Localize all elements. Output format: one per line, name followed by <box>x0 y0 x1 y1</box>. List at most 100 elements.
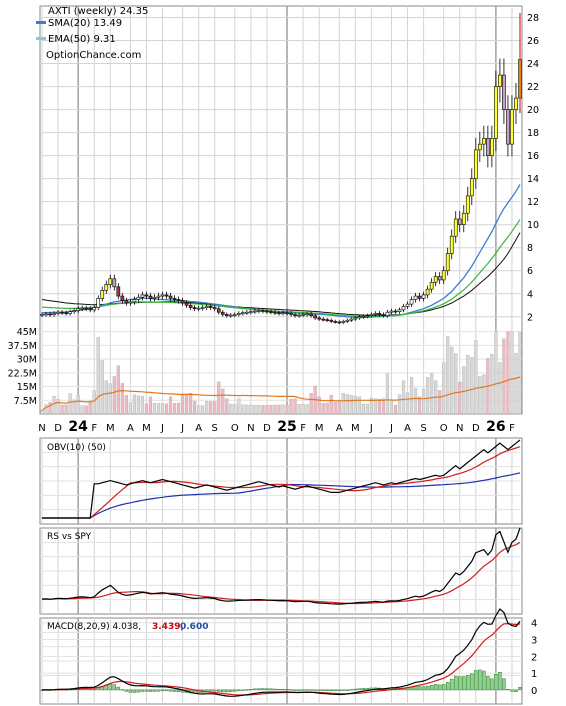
macd-histogram-bar <box>208 689 213 692</box>
obv-short-line <box>42 446 521 519</box>
macd-histogram-bar <box>132 689 137 693</box>
macd-histogram-bar <box>321 689 325 691</box>
volume-bar <box>514 353 518 415</box>
volume-bar <box>172 403 177 415</box>
x-tick-label: 24 <box>68 419 88 435</box>
candle-body <box>502 74 506 110</box>
volume-bar <box>289 399 293 415</box>
volume-bar <box>84 405 88 415</box>
candle-body <box>152 296 157 299</box>
price-tick-label: 10 <box>527 220 539 231</box>
volume-bar <box>373 398 377 415</box>
volume-bar <box>474 340 478 415</box>
volume-bar <box>205 400 209 415</box>
candle-body <box>224 314 229 316</box>
candle-body <box>52 313 56 316</box>
volume-bar <box>261 405 265 415</box>
volume-bar <box>40 410 44 415</box>
macd-histogram-bar <box>289 689 293 691</box>
candle-body <box>92 307 97 311</box>
candle-body <box>313 315 317 319</box>
macd-histogram-bar <box>229 689 233 692</box>
source-label: OptionChance.com <box>46 50 141 61</box>
macd-histogram-bar <box>172 689 177 692</box>
volume-tick-label: 22.5M <box>8 368 37 379</box>
macd-histogram-bar <box>433 684 438 691</box>
macd-histogram-bar <box>329 689 333 692</box>
macd-histogram-bar <box>466 675 470 691</box>
candle-body <box>490 138 494 156</box>
obv-line <box>42 439 521 519</box>
volume-bar <box>124 395 128 415</box>
macd-tick-label: 2 <box>531 652 537 663</box>
candle-body <box>269 311 273 313</box>
candle-body <box>329 319 334 322</box>
volume-bar <box>426 377 430 415</box>
x-tick-label: F <box>509 423 515 434</box>
price-tick-label: 14 <box>527 174 539 185</box>
candle-body <box>365 315 370 317</box>
macd-histogram-bar <box>514 689 518 692</box>
macd-panel: 0 1 2 3 4 <box>39 608 537 705</box>
volume-bar <box>393 405 398 415</box>
candle-body <box>241 312 245 315</box>
x-tick-label: J <box>160 423 164 434</box>
candle-body <box>361 315 366 318</box>
ema-legend-label: EMA(50) 9.31 <box>48 34 116 45</box>
volume-bar <box>156 403 161 415</box>
candle-body <box>473 149 478 179</box>
volume-bar <box>397 394 402 415</box>
candle-body <box>120 295 125 301</box>
macd-histogram-bar <box>357 688 362 691</box>
x-tick-label: D <box>472 423 480 434</box>
candle-body <box>261 310 265 312</box>
volume-bar <box>213 400 217 415</box>
x-tick-label: N <box>456 423 463 434</box>
volume-bar <box>132 394 136 415</box>
price-frame <box>39 5 523 415</box>
macd-histogram-bar <box>120 689 125 691</box>
macd-histogram-bar <box>277 689 281 691</box>
candle-body <box>301 314 305 316</box>
candle-body <box>172 298 177 300</box>
candle-body <box>64 312 68 315</box>
candle-body <box>457 218 462 226</box>
candle-body <box>381 314 386 316</box>
volume-bar <box>197 405 201 415</box>
volume-bar <box>413 388 418 415</box>
macd-histogram-bar <box>365 687 370 691</box>
candle-body <box>405 303 410 307</box>
volume-bar <box>164 403 169 415</box>
volume-bar <box>52 396 56 415</box>
candle-body <box>345 319 350 322</box>
x-tick-label: D <box>263 423 271 434</box>
volume-bar <box>333 402 337 415</box>
candle-body <box>453 218 458 237</box>
x-tick-label: A <box>336 423 343 434</box>
volume-bar <box>176 402 181 415</box>
candle-body <box>389 310 394 313</box>
price-legend: AXTI (weekly) 24.35 SMA(20) 13.49 EMA(50… <box>36 6 148 61</box>
volume-bar <box>506 331 510 415</box>
macd-histogram-bar <box>124 689 129 692</box>
macd-tick-label: 3 <box>531 636 537 647</box>
macd-histogram-bar <box>458 676 462 691</box>
volume-bar <box>116 365 120 415</box>
candle-body <box>514 97 518 110</box>
candle-body <box>168 295 173 299</box>
x-tick-label: M <box>142 423 151 434</box>
candle-body <box>433 276 438 283</box>
macd-histogram-bar <box>265 688 269 691</box>
volume-bar <box>80 405 84 415</box>
x-tick-label: A <box>127 423 134 434</box>
ema-legend-swatch <box>36 37 46 40</box>
candle-body <box>232 314 237 316</box>
candle-body <box>144 294 149 297</box>
macd-signal-line <box>42 623 521 696</box>
candle-body <box>140 294 145 298</box>
candle-body <box>132 299 137 303</box>
volume-bar <box>269 404 273 415</box>
macd-histogram-bar <box>313 689 317 691</box>
rs-panel <box>39 527 523 615</box>
macd-histogram-bar <box>116 686 121 691</box>
